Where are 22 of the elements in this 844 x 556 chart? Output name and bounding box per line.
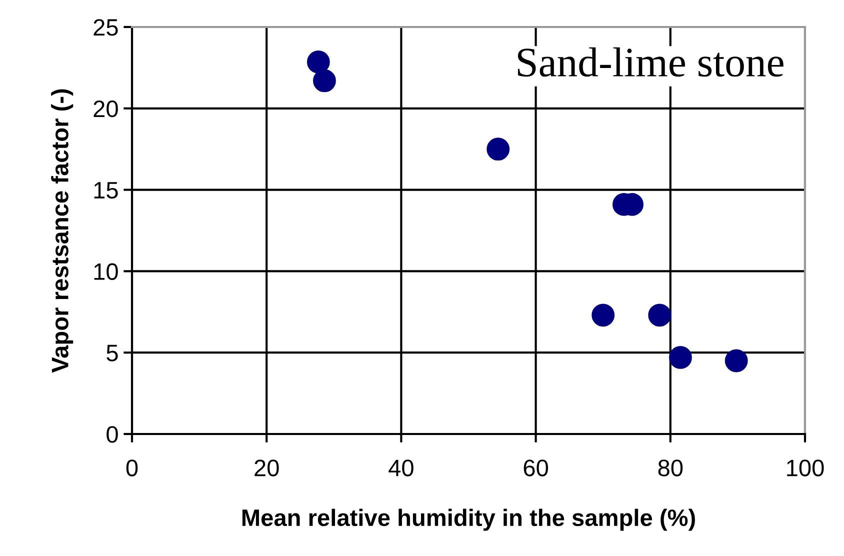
point xyxy=(313,69,336,92)
x-tick-label: 0 xyxy=(126,460,138,476)
x-tick-label: 20 xyxy=(254,460,279,476)
point xyxy=(306,50,330,74)
y-axis-title: Vapor restsance factor (-) xyxy=(51,89,74,373)
x-tick-label: 60 xyxy=(524,460,548,476)
y-tick-label: 20 xyxy=(94,100,118,118)
x-tick-label: 40 xyxy=(388,460,414,476)
point xyxy=(592,304,615,327)
point xyxy=(648,304,672,327)
point xyxy=(724,349,748,372)
y-tick-label: 15 xyxy=(94,182,118,199)
y-tick-label: 5 xyxy=(106,344,118,362)
x-axis-title: Mean relative humidity in the sample (%) xyxy=(242,508,695,531)
annotation: Sand-lime stone xyxy=(518,47,784,77)
y-tick-label: 10 xyxy=(94,263,118,280)
point xyxy=(669,346,692,369)
y-tick-label: 25 xyxy=(94,19,118,36)
x-tick-label: 100 xyxy=(787,460,824,476)
x-tick-label: 80 xyxy=(658,460,683,476)
y-tick-label: 0 xyxy=(106,426,118,443)
point xyxy=(486,138,510,161)
